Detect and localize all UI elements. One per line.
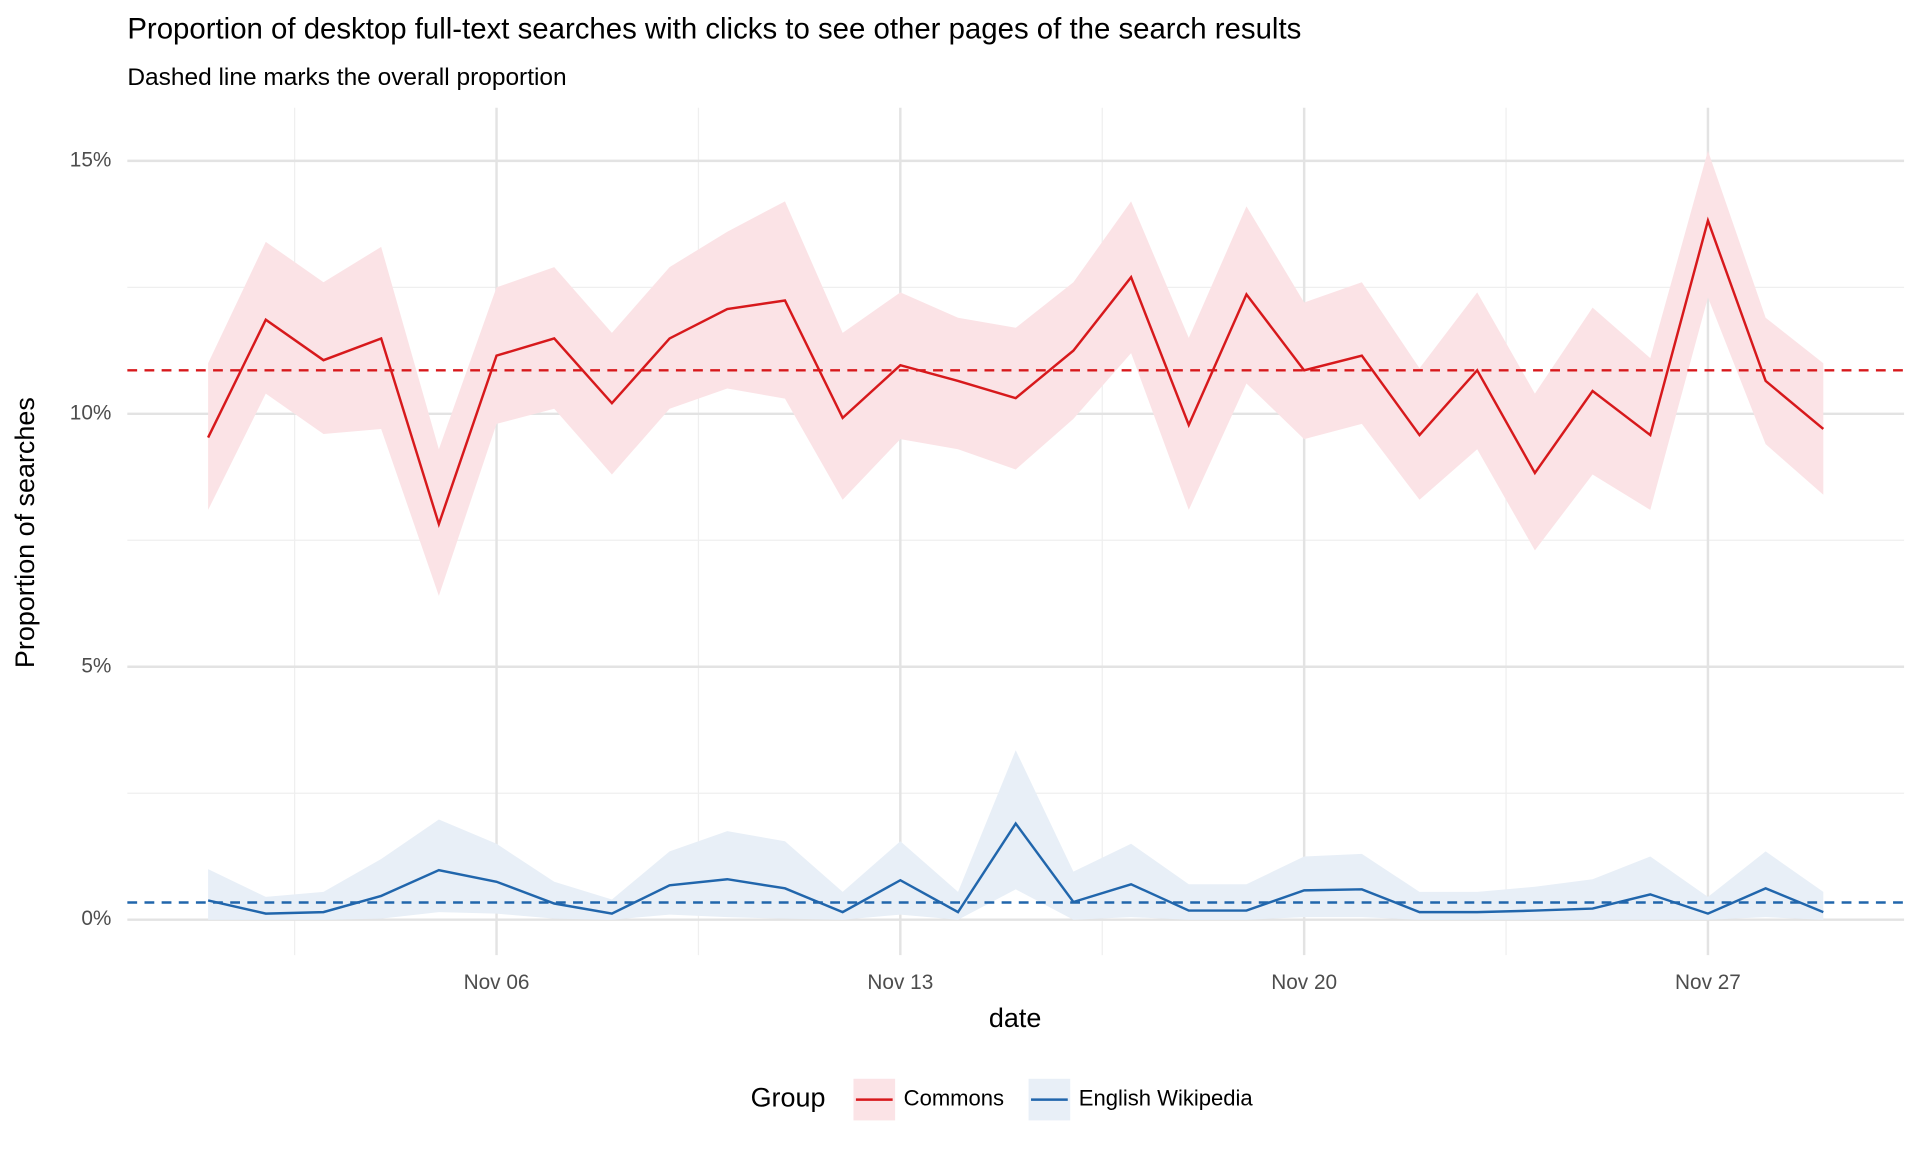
y-tick-label: 0% [81, 907, 111, 930]
x-tick-label: Nov 06 [464, 971, 530, 994]
x-tick-label: Nov 20 [1271, 971, 1337, 994]
y-tick-label: 5% [81, 654, 111, 677]
series-line [207, 821, 1824, 915]
y-tick-label: 10% [70, 401, 112, 424]
plot [127, 150, 1905, 920]
confidence-band [208, 150, 1824, 596]
legend-title: Group [751, 1083, 826, 1113]
chart-subtitle: Dashed line marks the overall proportion [127, 64, 566, 91]
y-tick-label: 15% [70, 148, 112, 171]
series-line [207, 216, 1825, 529]
y-axis-label: Proportion of searches [10, 397, 40, 668]
x-axis-label: date [989, 1003, 1041, 1033]
chart-title: Proportion of desktop full-text searches… [127, 12, 1301, 45]
confidence-band [208, 750, 1824, 920]
legend-label: Commons [904, 1085, 1004, 1110]
x-tick-label: Nov 13 [867, 971, 933, 994]
x-tick-label: Nov 27 [1675, 971, 1741, 994]
legend-label: English Wikipedia [1079, 1085, 1254, 1110]
